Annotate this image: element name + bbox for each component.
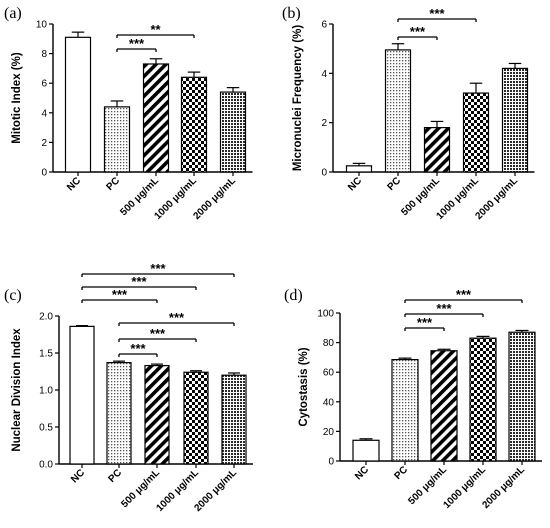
x-tick-label: NC	[65, 175, 83, 193]
bar	[219, 91, 247, 173]
y-tick-label: 0	[321, 168, 327, 179]
x-tick-label: 2000 μg/mL	[191, 175, 238, 222]
x-tick-label: PC	[386, 175, 404, 193]
y-tick-label: 0	[328, 457, 334, 468]
significance-label: ***	[436, 301, 452, 316]
bar	[501, 67, 529, 173]
bar	[144, 364, 170, 465]
significance-label: ***	[131, 274, 147, 289]
y-tick-label: 40	[323, 397, 335, 408]
bar	[462, 92, 490, 173]
bar	[142, 63, 170, 173]
significance-label: **	[150, 22, 161, 37]
y-tick-label: 6	[321, 20, 327, 31]
bar	[221, 374, 247, 465]
panel-label: (c)	[4, 287, 22, 304]
significance-label: ***	[417, 315, 433, 330]
x-tick-label: NC	[69, 467, 87, 485]
significance-label: ***	[150, 261, 166, 276]
x-tick-label: 2000 μg/mL	[473, 175, 520, 222]
significance-label: ***	[429, 6, 445, 21]
y-tick-label: 10	[36, 20, 48, 31]
significance-label: ***	[410, 24, 426, 39]
significance-label: ***	[169, 310, 185, 325]
bar	[106, 362, 132, 465]
panel-label: (a)	[4, 5, 22, 22]
bar	[64, 36, 92, 173]
y-tick-label: 0.5	[39, 423, 53, 434]
x-tick-label: PC	[393, 464, 411, 482]
panel-label: (b)	[282, 5, 301, 22]
bar	[423, 126, 451, 173]
significance-label: ***	[129, 36, 145, 51]
y-axis-title: Cytostasis (%)	[298, 347, 310, 426]
y-tick-label: 80	[323, 338, 335, 349]
y-axis-title: Nuclear Division Index	[11, 328, 23, 452]
y-tick-label: 20	[323, 427, 335, 438]
x-tick-label: PC	[107, 467, 125, 485]
bar	[183, 371, 209, 465]
bar	[345, 165, 373, 173]
y-tick-label: 0	[41, 168, 47, 179]
y-tick-label: 2	[41, 138, 47, 149]
y-tick-label: 2	[321, 118, 327, 129]
y-tick-label: 2.0	[39, 312, 53, 323]
x-tick-label: PC	[105, 175, 123, 193]
bar	[391, 359, 419, 462]
chart-panel-c: (c) Nuclear Division Index 0.0 0.5 1.0 1.5 2.0…	[4, 261, 253, 514]
bar	[103, 106, 131, 173]
bar	[384, 49, 412, 173]
x-tick-label: NC	[346, 175, 364, 193]
bar	[352, 439, 380, 462]
x-tick-label: NC	[353, 464, 371, 482]
x-tick-label: 2000 μg/mL	[480, 464, 527, 511]
significance-label: ***	[130, 341, 146, 356]
y-tick-label: 4	[41, 108, 47, 119]
y-tick-label: 1.5	[39, 349, 53, 360]
bar	[430, 350, 458, 462]
y-tick-label: 0.0	[39, 460, 53, 471]
y-tick-label: 60	[323, 368, 335, 379]
bar	[469, 337, 497, 462]
y-tick-label: 1.0	[39, 386, 53, 397]
bar	[69, 325, 95, 465]
bar	[180, 76, 208, 173]
y-tick-label: 4	[321, 69, 327, 80]
y-tick-label: 8	[41, 49, 47, 60]
y-tick-label: 100	[317, 309, 334, 320]
significance-label: ***	[112, 287, 128, 302]
significance-label: ***	[150, 326, 166, 341]
panel-label: (d)	[284, 287, 303, 304]
y-tick-label: 6	[41, 79, 47, 90]
significance-label: ***	[456, 287, 472, 302]
y-axis-title: Micronuclei Frequency (%)	[292, 25, 304, 172]
y-axis-title: Mitotic Index (%)	[11, 52, 23, 144]
bar	[508, 331, 536, 462]
